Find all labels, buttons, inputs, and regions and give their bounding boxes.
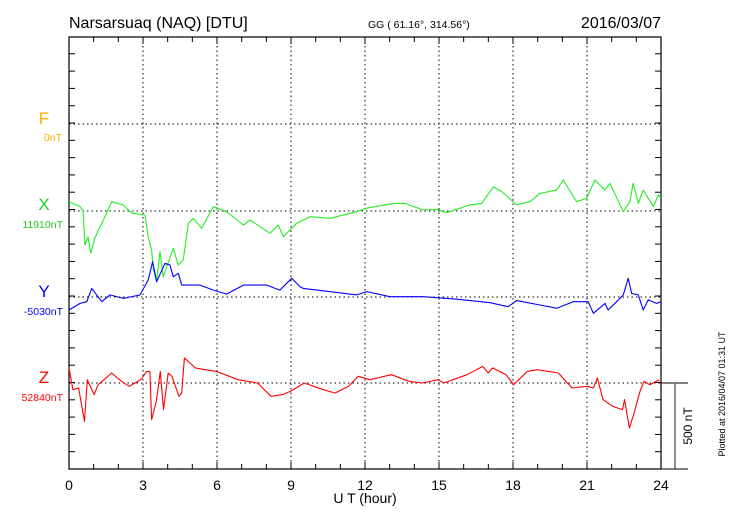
trace-z: [68, 357, 660, 429]
component-label-z: Z: [39, 368, 49, 387]
component-label-x: X: [38, 195, 49, 214]
x-tick-label: 21: [579, 477, 595, 493]
baseline-label-y: -5030nT: [24, 306, 64, 318]
axis-ticks: [68, 37, 662, 470]
station-title: Narsarsuaq (NAQ) [DTU]: [69, 15, 248, 32]
baseline-label-z: 52840nT: [22, 392, 64, 404]
x-tick-label: 9: [287, 477, 295, 493]
traces: [68, 179, 662, 429]
component-label-y: Y: [38, 282, 49, 301]
trace-y: [68, 261, 662, 314]
coordinates-label: GG ( 61.16°, 314.56°): [368, 19, 470, 31]
x-tick-label: 12: [357, 477, 373, 493]
baseline-label-f: 0nT: [44, 132, 63, 144]
component-label-f: F: [39, 109, 49, 128]
baseline-label-x: 11910nT: [22, 219, 63, 231]
x-tick-label: 24: [653, 477, 669, 493]
date-label: 2016/03/07: [581, 15, 661, 32]
x-tick-label: 0: [65, 477, 73, 493]
x-tick-label: 3: [139, 477, 147, 493]
x-axis-label: U T (hour): [333, 490, 396, 506]
x-tick-label: 18: [505, 477, 521, 493]
scale-bar-label: 500 nT: [681, 407, 695, 445]
x-tick-label: 6: [213, 477, 221, 493]
plot-frame: [68, 36, 662, 470]
trace-x: [68, 179, 662, 283]
grid-lines: [69, 37, 661, 469]
plotted-at-note: Plotted at 2016/04/07 01:31 UT: [717, 331, 727, 457]
x-tick-labels: 0 3 6 9 12 15 18 21 24: [65, 477, 669, 493]
x-tick-label: 15: [431, 477, 447, 493]
